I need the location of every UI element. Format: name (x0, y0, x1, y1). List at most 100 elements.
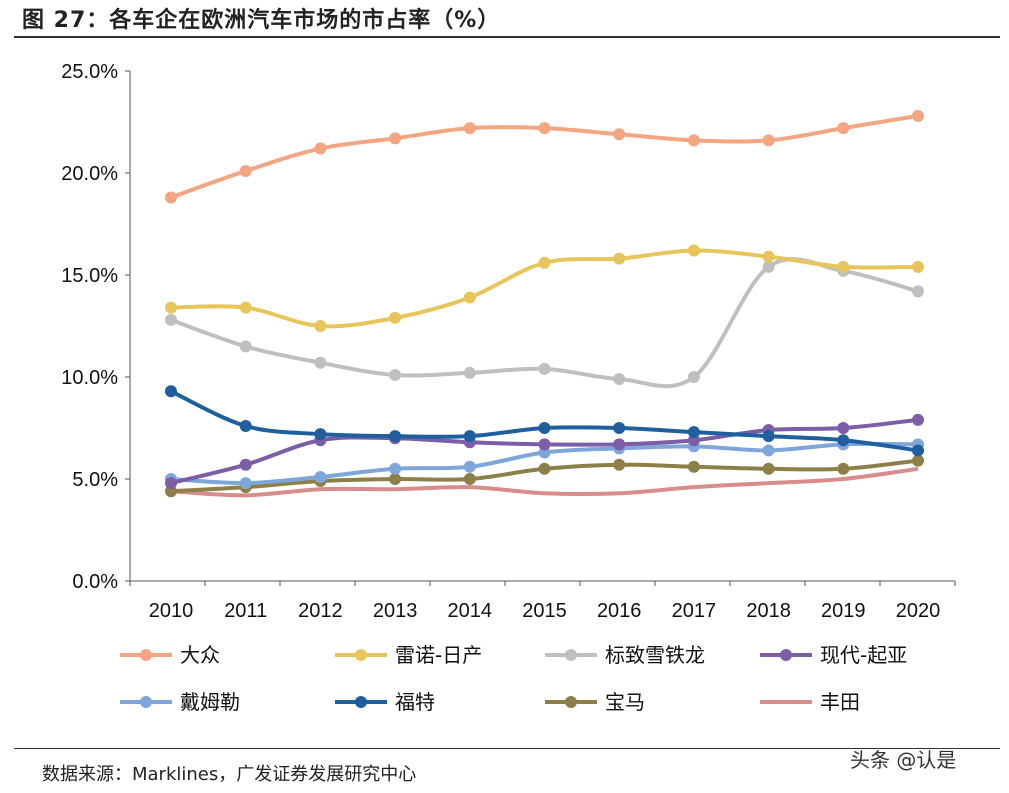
data-point (314, 320, 327, 332)
data-point (389, 132, 402, 145)
data-point (314, 356, 327, 369)
y-tick-label: 25.0% (61, 61, 118, 83)
y-tick-label: 15.0% (61, 265, 118, 287)
data-point (314, 142, 327, 155)
data-point (165, 477, 177, 490)
data-point (239, 458, 252, 471)
legend-marker (355, 696, 367, 708)
data-point (687, 371, 700, 383)
data-point (314, 470, 327, 483)
legend-label: 丰田 (820, 690, 860, 714)
data-point (463, 366, 476, 379)
data-point (389, 462, 402, 475)
data-point (613, 252, 626, 265)
x-tick-label: 2018 (746, 600, 791, 622)
legend-marker (565, 696, 577, 708)
y-tick-label: 10.0% (61, 367, 118, 389)
data-point (837, 122, 850, 135)
legend-marker (565, 649, 577, 661)
data-point (837, 422, 850, 434)
x-tick-label: 2014 (448, 600, 493, 622)
x-tick-label: 2015 (522, 600, 567, 622)
legend-marker (355, 649, 367, 661)
legend-marker (780, 649, 792, 661)
data-point (463, 430, 476, 443)
data-point (239, 477, 252, 490)
data-point (613, 458, 626, 471)
data-point (538, 462, 551, 475)
data-point (912, 454, 924, 467)
data-point (912, 444, 924, 457)
x-tick-label: 2020 (896, 600, 941, 622)
data-point (837, 462, 850, 475)
y-tick-label: 20.0% (61, 163, 118, 185)
data-point (314, 428, 327, 441)
data-point (613, 422, 626, 434)
legend-label: 标致雪铁龙 (605, 643, 705, 667)
x-tick-label: 2011 (224, 600, 267, 622)
data-point (613, 373, 626, 386)
source-note: 数据来源：Marklines，广发证券发展研究中心 (42, 764, 417, 785)
data-point (687, 460, 700, 473)
x-tick-label: 2012 (298, 600, 343, 622)
y-tick-label: 0.0% (72, 571, 118, 593)
data-point (613, 128, 626, 141)
x-tick-label: 2017 (672, 600, 717, 622)
x-tick-label: 2013 (373, 600, 418, 622)
data-point (538, 122, 551, 135)
data-point (463, 291, 476, 304)
figure-title: 图 27：各车企在欧洲汽车市场的市占率（%） (22, 8, 501, 33)
x-tick-label: 2016 (597, 600, 642, 622)
x-tick-label: 2010 (149, 600, 194, 622)
data-point (389, 368, 402, 381)
legend-marker (140, 696, 152, 708)
data-point (762, 430, 775, 443)
data-point (837, 260, 850, 273)
data-point (762, 444, 775, 457)
data-point (912, 413, 924, 426)
data-point (165, 313, 177, 326)
watermark: 头条 @认是 (850, 748, 957, 772)
title-divider (14, 36, 1000, 38)
data-point (165, 301, 177, 314)
data-point (239, 419, 252, 432)
legend-label: 宝马 (605, 690, 645, 714)
data-point (463, 473, 476, 485)
data-point (538, 422, 551, 434)
series-line-丰田 (170, 466, 919, 498)
legend-label: 戴姆勒 (180, 690, 240, 714)
data-point (762, 250, 775, 263)
data-point (463, 460, 476, 473)
footer-divider (14, 748, 1000, 749)
data-point (389, 473, 402, 485)
y-tick-label: 5.0% (72, 469, 118, 491)
legend-marker (140, 649, 152, 661)
legend-label: 大众 (180, 643, 220, 667)
data-point (687, 244, 700, 257)
legend-label: 雷诺-日产 (395, 643, 482, 667)
legend-label: 福特 (395, 690, 435, 714)
data-point (239, 340, 252, 353)
data-point (837, 434, 850, 447)
data-point (687, 426, 700, 439)
data-point (538, 362, 551, 375)
data-point (463, 122, 476, 135)
data-point (538, 256, 551, 269)
legend-label: 现代-起亚 (820, 643, 907, 667)
data-point (165, 191, 177, 204)
data-point (687, 134, 700, 147)
data-point (165, 385, 177, 398)
data-point (389, 311, 402, 324)
data-point (538, 438, 551, 451)
data-point (912, 109, 924, 122)
data-point (762, 462, 775, 475)
x-tick-label: 2019 (821, 600, 866, 622)
data-point (762, 134, 775, 147)
data-point (389, 430, 402, 443)
data-point (239, 301, 252, 314)
data-point (613, 438, 626, 451)
data-point (912, 285, 924, 298)
data-point (912, 260, 924, 273)
